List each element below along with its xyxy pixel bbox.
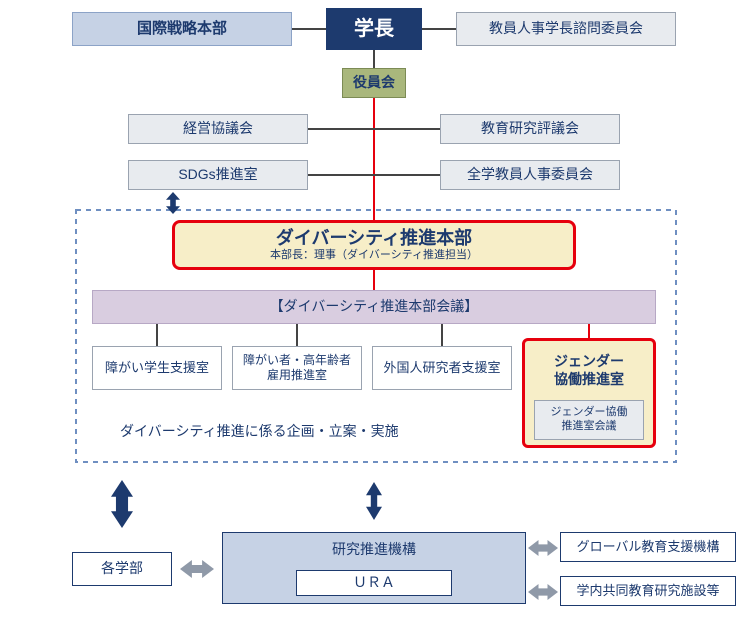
node-faculties: 各学部 (72, 552, 172, 586)
node-label: 外国人研究者支援室 (383, 360, 500, 376)
node-label: 研究推進機構 (332, 541, 416, 559)
node-mgmt_council: 経営協議会 (128, 114, 308, 144)
node-edu_research: 教育研究評議会 (440, 114, 620, 144)
node-foreign_researcher: 外国人研究者支援室 (372, 346, 512, 390)
node-diversity_hq: ダイバーシティ推進本部本部長：理事（ダイバーシティ推進担当） (172, 220, 576, 270)
node-label: ジェンダー協働 推進室会議 (551, 406, 628, 434)
node-label: ＵＲＡ (353, 574, 395, 592)
node-label: 各学部 (101, 560, 143, 578)
node-label: グローバル教育支援機構 (577, 539, 720, 555)
node-gender_meeting: ジェンダー協働 推進室会議 (534, 400, 644, 440)
node-diversity_meeting: 【ダイバーシティ推進本部会議】 (92, 290, 656, 324)
node-caption: ダイバーシティ推進に係る企画・立案・実施 (120, 420, 480, 444)
node-label: 教員人事学長諮問委員会 (489, 20, 643, 38)
node-univ_hr: 全学教員人事委員会 (440, 160, 620, 190)
node-label: 経営協議会 (183, 120, 253, 138)
node-ura: ＵＲＡ (296, 570, 452, 596)
node-label: 国際戦略本部 (137, 20, 227, 39)
node-intl_strategy: 国際戦略本部 (72, 12, 292, 46)
node-sdgs: SDGs推進室 (128, 160, 308, 190)
node-label: 全学教員人事委員会 (467, 166, 593, 184)
node-label: ジェンダー 協働推進室 (554, 353, 624, 388)
node-label: 学長 (354, 17, 394, 42)
node-label: 【ダイバーシティ推進本部会議】 (270, 298, 479, 316)
node-label: 障がい者・高年齢者 雇用推進室 (243, 353, 351, 383)
node-subtitle: 本部長：理事（ダイバーシティ推進担当） (270, 249, 478, 262)
node-board: 役員会 (342, 68, 406, 98)
node-president: 学長 (326, 8, 422, 50)
node-disability_elderly: 障がい者・高年齢者 雇用推進室 (232, 346, 362, 390)
node-label: 学内共同教育研究施設等 (576, 583, 719, 599)
node-title: ダイバーシティ推進本部 (270, 228, 478, 250)
node-shared_facility: 学内共同教育研究施設等 (560, 576, 736, 606)
node-global_edu: グローバル教育支援機構 (560, 532, 736, 562)
node-label: ダイバーシティ推進に係る企画・立案・実施 (120, 423, 399, 441)
node-disability_student: 障がい学生支援室 (92, 346, 222, 390)
node-label: 役員会 (353, 74, 395, 92)
node-label: SDGs推進室 (178, 166, 257, 184)
node-label: 障がい学生支援室 (105, 360, 209, 376)
node-faculty_hr: 教員人事学長諮問委員会 (456, 12, 676, 46)
node-label: 教育研究評議会 (481, 120, 579, 138)
